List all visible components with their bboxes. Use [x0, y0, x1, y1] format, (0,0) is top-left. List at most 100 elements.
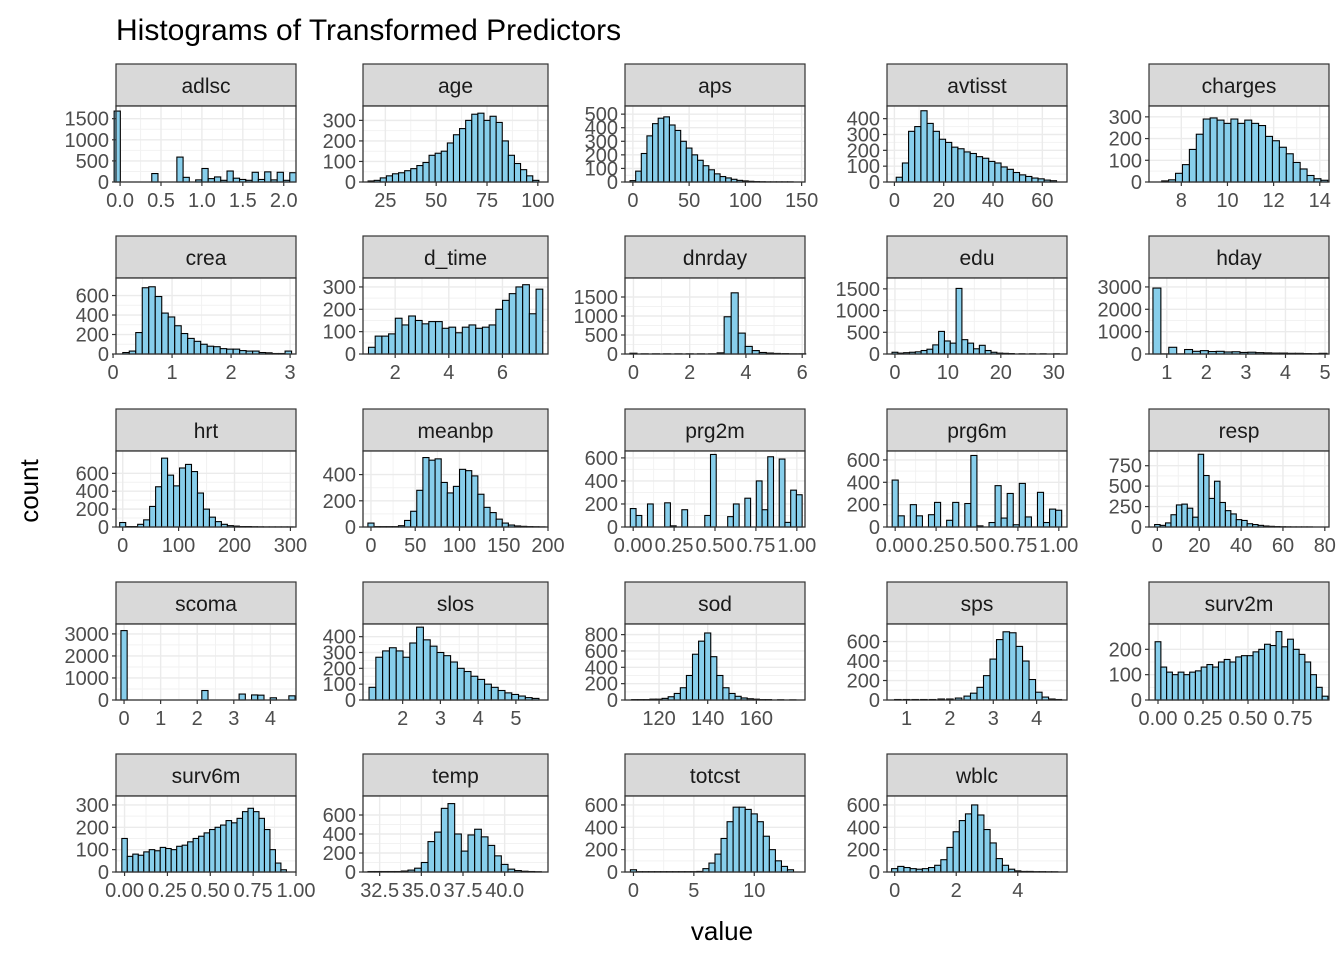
histogram-bar — [226, 170, 234, 183]
histogram-bar — [1195, 133, 1204, 183]
y-tick-label: 1000 — [574, 306, 619, 328]
histogram-bar — [1008, 632, 1017, 701]
x-tick-label: 37.5 — [444, 880, 483, 902]
histogram-bar — [535, 288, 544, 355]
histogram-bar — [187, 337, 195, 355]
histogram-bar — [201, 689, 209, 701]
histogram-bar — [480, 836, 489, 873]
x-tick-label: 2.0 — [270, 190, 298, 212]
histogram-bar — [474, 828, 482, 873]
y-tick-label: 500 — [585, 325, 618, 347]
x-tick-label: 1 — [901, 708, 912, 730]
y-tick-label: 200 — [847, 140, 880, 162]
x-tick-label: 0 — [627, 190, 638, 212]
histogram-bar — [1246, 655, 1254, 701]
histogram-bar — [983, 828, 991, 873]
y-tick-label: 250 — [1109, 497, 1142, 519]
histogram-bar — [477, 112, 485, 183]
histogram-bar — [119, 521, 127, 528]
y-tick-label: 500 — [1109, 476, 1142, 498]
histogram-bar — [927, 514, 936, 528]
x-tick-label: 4 — [473, 708, 484, 730]
histogram-bar — [927, 866, 936, 873]
y-tick-label: 0 — [869, 344, 880, 366]
y-tick-label: 1500 — [65, 109, 110, 131]
y-tick-label: 1500 — [574, 287, 619, 309]
y-tick-label: 300 — [847, 125, 880, 147]
y-tick-label: 2000 — [1098, 299, 1143, 321]
y-tick-label: 100 — [323, 674, 356, 696]
histogram-bar — [1217, 661, 1225, 701]
histogram-bar — [465, 119, 473, 183]
histogram-bar — [1036, 491, 1045, 528]
y-tick-label: 0 — [607, 344, 618, 366]
histogram-bar — [673, 692, 681, 701]
histogram-bar — [190, 471, 199, 528]
strip-label: crea — [186, 247, 227, 270]
y-tick-label: 200 — [76, 499, 109, 521]
histogram-bar — [926, 122, 934, 183]
x-tick-label: 2 — [944, 708, 955, 730]
histogram-bar — [1166, 671, 1173, 701]
histogram-bar — [767, 456, 775, 528]
histogram-bar — [180, 332, 189, 355]
panel-border — [362, 105, 549, 183]
histogram-bar — [981, 157, 990, 183]
histogram-bar — [710, 656, 718, 701]
histogram-bar — [926, 348, 934, 355]
x-tick-label: 14 — [1309, 190, 1331, 212]
histogram-bar — [971, 804, 979, 873]
y-tick-label: 400 — [847, 651, 880, 673]
histogram-bar — [1258, 648, 1266, 701]
facet-panel-meanbp: meanbp 0 200 400 0 50 100 150 200 — [323, 408, 565, 557]
x-tick-label: 4 — [1280, 362, 1291, 384]
histogram-bar — [455, 332, 463, 355]
strip-label: sps — [961, 593, 994, 616]
histogram-bar — [901, 162, 910, 183]
y-tick-label: 0 — [345, 517, 356, 539]
histogram-bar — [471, 113, 479, 183]
histogram-bar — [141, 287, 150, 355]
x-tick-label: 3 — [435, 708, 446, 730]
panel-border — [886, 795, 1068, 873]
histogram-bar — [420, 861, 429, 873]
histogram-bar — [1160, 666, 1168, 701]
x-tick-label: 3 — [285, 362, 296, 384]
histogram-bar — [522, 284, 530, 355]
histogram-bar — [148, 849, 156, 873]
histogram-bar — [1021, 660, 1030, 701]
strip-label: surv6m — [172, 765, 241, 788]
histogram-bar — [374, 335, 383, 355]
y-tick-label: 400 — [323, 824, 356, 846]
histogram-bar — [1212, 666, 1220, 701]
histogram-bar — [1315, 686, 1323, 701]
y-tick-label: 600 — [323, 805, 356, 827]
x-tick-label: 0.00 — [105, 880, 144, 902]
x-tick-label: 100 — [443, 535, 476, 557]
x-tick-label: 0 — [365, 535, 376, 557]
histogram-bar — [664, 502, 671, 528]
y-axis-label: count — [14, 458, 44, 522]
strip-background — [624, 408, 806, 452]
histogram-bar — [719, 176, 727, 183]
strip-background — [624, 753, 806, 797]
x-tick-label: 4 — [443, 362, 454, 384]
histogram-bar — [1202, 118, 1211, 183]
x-tick-label: 0 — [117, 535, 128, 557]
y-tick-label: 400 — [585, 657, 618, 679]
histogram-bar — [452, 134, 461, 183]
histogram-bar — [1310, 674, 1317, 701]
x-tick-label: 0.25 — [148, 880, 187, 902]
histogram-bar — [768, 849, 776, 873]
histogram-bar — [978, 344, 986, 355]
histogram-bar — [951, 146, 959, 183]
x-tick-label: 1.00 — [777, 535, 816, 557]
strip-background — [362, 408, 549, 452]
